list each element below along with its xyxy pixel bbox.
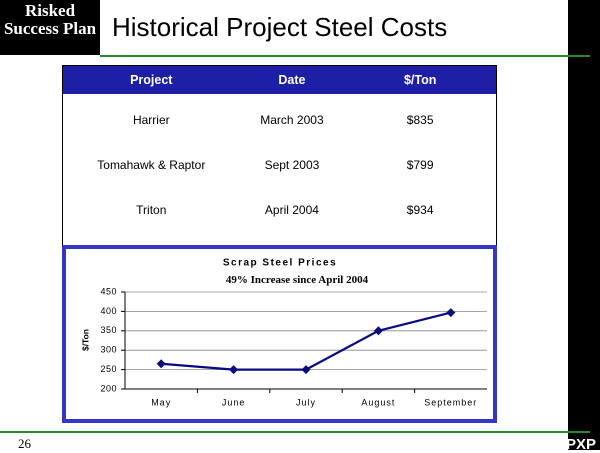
table-cell: $799 bbox=[406, 158, 434, 172]
page-number: 26 bbox=[18, 436, 31, 451]
chart-title: Scrap Steel Prices bbox=[223, 258, 337, 269]
x-tick-label: September bbox=[424, 397, 477, 407]
table-cell: $835 bbox=[406, 113, 434, 127]
slide-title: Historical Project Steel Costs bbox=[112, 12, 448, 42]
data-point bbox=[229, 365, 239, 375]
table-cell: April 2004 bbox=[264, 203, 319, 217]
table-row: Tomahawk & Raptor Sept 2003 $799 bbox=[63, 139, 497, 184]
y-tick-label: 350 bbox=[100, 325, 117, 335]
column-header: Project bbox=[62, 65, 240, 94]
y-tick-label: 300 bbox=[100, 345, 117, 355]
y-tick-label: 400 bbox=[100, 306, 117, 316]
y-axis-label: $/Ton bbox=[80, 329, 90, 351]
data-point bbox=[446, 308, 456, 318]
table-cell: $934 bbox=[406, 203, 434, 217]
table-cell: Sept 2003 bbox=[264, 158, 320, 172]
table-cell: Harrier bbox=[132, 113, 170, 127]
brand: PXP bbox=[566, 436, 597, 453]
y-tick-label: 250 bbox=[100, 364, 117, 374]
x-tick-label: August bbox=[361, 397, 395, 407]
column-header: Date bbox=[239, 65, 345, 94]
y-tick-label: 450 bbox=[100, 286, 117, 296]
y-tick-label: 200 bbox=[100, 383, 117, 393]
chart-frame bbox=[62, 245, 497, 423]
table-cell: March 2003 bbox=[260, 113, 324, 127]
annotation: 49% Increase since April 2004 bbox=[225, 274, 369, 286]
data-point bbox=[156, 359, 166, 369]
column-header: $/Ton bbox=[344, 65, 497, 94]
data-line bbox=[161, 311, 452, 371]
rule bbox=[0, 431, 590, 433]
data-point bbox=[301, 365, 311, 375]
table-row: Harrier March 2003 $835 bbox=[63, 94, 497, 139]
rule bbox=[100, 55, 590, 57]
x-tick-label: May bbox=[151, 397, 171, 407]
table-cell: Triton bbox=[136, 203, 167, 217]
table-header: Project Date $/Ton bbox=[62, 65, 497, 94]
side-strip bbox=[568, 0, 600, 450]
table-cell: Tomahawk & Raptor bbox=[97, 158, 206, 172]
table-row: Triton April 2004 $934 bbox=[63, 184, 497, 229]
x-tick-label: June bbox=[222, 397, 246, 407]
logo: Risked Success Plan bbox=[0, 0, 100, 55]
x-tick-label: July bbox=[296, 397, 316, 407]
data-point bbox=[373, 326, 383, 336]
